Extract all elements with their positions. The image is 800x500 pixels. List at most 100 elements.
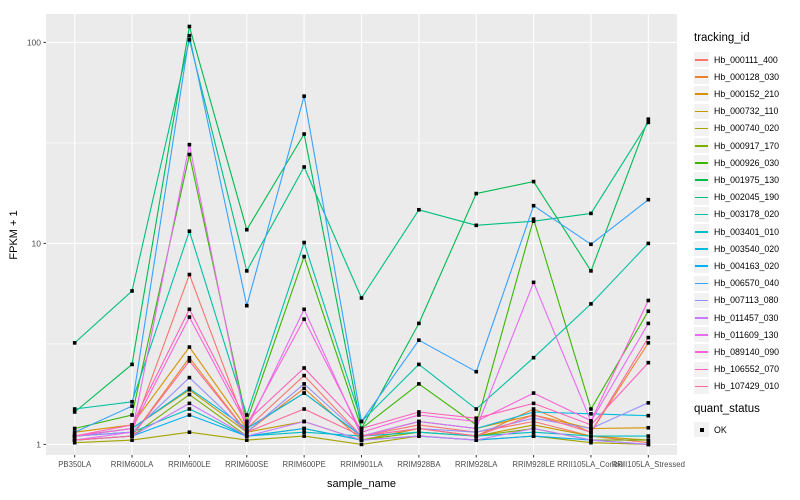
legend-key-swatch — [694, 224, 709, 239]
legend-key-swatch — [694, 155, 709, 171]
data-point — [244, 426, 249, 431]
data-point — [72, 407, 77, 411]
legend-item-label: Hb_003540_020 — [714, 243, 780, 254]
legend-item-Hb_003540_020: Hb_003540_020 — [694, 241, 780, 257]
data-point — [417, 419, 421, 424]
data-point — [244, 434, 249, 438]
data-point — [646, 197, 651, 202]
data-point — [474, 223, 479, 228]
data-point — [417, 434, 421, 438]
data-point — [531, 407, 536, 411]
data-point — [646, 401, 651, 405]
legend-item-Hb_011457_030: Hb_011457_030 — [694, 310, 778, 325]
data-point — [589, 242, 593, 247]
data-point — [474, 426, 479, 431]
data-point — [531, 423, 536, 427]
data-point — [589, 407, 593, 411]
data-point — [589, 302, 593, 306]
data-point — [359, 430, 364, 434]
legend-item-Hb_000926_030: Hb_000926_030 — [694, 155, 779, 171]
data-point — [589, 269, 593, 273]
legend-line-sample — [695, 145, 708, 147]
data-point — [244, 430, 249, 434]
data-point — [417, 382, 421, 386]
data-point — [474, 438, 479, 442]
legend-item-Hb_089140_090: Hb_089140_090 — [694, 344, 780, 360]
data-point — [244, 413, 249, 417]
data-point — [72, 440, 77, 445]
data-point — [302, 307, 306, 312]
legend-line-sample — [695, 368, 708, 371]
data-point — [187, 401, 192, 406]
legend-line-sample — [695, 317, 708, 319]
data-point — [302, 434, 306, 438]
x-axis-title: sample_name — [326, 478, 397, 490]
data-point — [187, 392, 192, 397]
data-point — [244, 423, 249, 427]
legend-item-label: Hb_000111_400 — [714, 54, 778, 65]
data-point — [417, 321, 421, 326]
data-point — [531, 410, 536, 414]
legend-item-Hb_007113_080: Hb_007113_080 — [694, 292, 779, 308]
data-point — [72, 410, 77, 414]
legend-key-swatch — [694, 292, 709, 308]
data-point — [531, 219, 536, 223]
quant-status-label: OK — [714, 424, 727, 435]
data-point — [302, 391, 306, 395]
data-point — [244, 227, 249, 232]
data-point — [244, 419, 249, 424]
legend-key-swatch — [694, 189, 709, 205]
data-point — [417, 423, 421, 427]
data-point — [531, 416, 536, 421]
data-point — [244, 438, 249, 442]
quant-status-legend-title: quant_status — [694, 403, 760, 415]
data-point — [130, 430, 134, 434]
data-point — [474, 430, 479, 434]
data-point — [302, 426, 306, 431]
x-tick-label: RRII105LA_Control — [557, 460, 625, 469]
data-point — [302, 240, 306, 245]
legend-key-swatch — [694, 378, 709, 394]
data-point — [130, 404, 134, 408]
data-point — [130, 438, 134, 442]
legend-key-swatch — [694, 120, 709, 136]
legend-item-label: Hb_000917_170 — [714, 140, 780, 151]
legend-line-sample — [695, 351, 708, 353]
data-point — [531, 203, 536, 208]
legend-line-sample — [695, 231, 708, 233]
legend-line-sample — [695, 248, 708, 250]
data-point — [187, 315, 192, 319]
data-point — [187, 413, 192, 417]
legend-item-label: Hb_089140_090 — [714, 346, 780, 357]
legend-line-sample — [695, 265, 708, 267]
legend-key-swatch — [694, 344, 709, 360]
data-point — [589, 419, 593, 423]
legend-item-Hb_001975_130: Hb_001975_130 — [694, 172, 780, 188]
data-point — [474, 407, 479, 411]
data-point — [531, 434, 536, 438]
data-point — [302, 165, 306, 169]
data-point — [646, 360, 651, 365]
data-point — [187, 345, 192, 349]
data-point — [474, 423, 479, 427]
data-point — [531, 217, 536, 221]
legend-item-Hb_107429_010: Hb_107429_010 — [694, 378, 779, 394]
legend-key-swatch — [694, 86, 709, 102]
legend-line-sample — [695, 59, 708, 61]
data-point — [302, 419, 306, 424]
data-point — [187, 229, 192, 233]
data-point — [72, 438, 77, 442]
data-point — [474, 416, 479, 421]
data-point — [187, 33, 192, 38]
legend-item-label: Hb_007113_080 — [714, 295, 779, 306]
legend-line-sample — [695, 93, 708, 95]
legend-line-sample — [695, 196, 708, 199]
data-point — [589, 430, 593, 434]
legend-line-sample — [695, 299, 708, 302]
legend-item-label: Hb_001975_130 — [714, 174, 780, 185]
legend-item-label: Hb_106552_070 — [714, 364, 780, 375]
data-point — [187, 359, 192, 363]
legend-item-label: Hb_011457_030 — [714, 312, 779, 323]
ok-point-icon — [699, 427, 704, 432]
y-tick-label: 100 — [27, 37, 41, 47]
